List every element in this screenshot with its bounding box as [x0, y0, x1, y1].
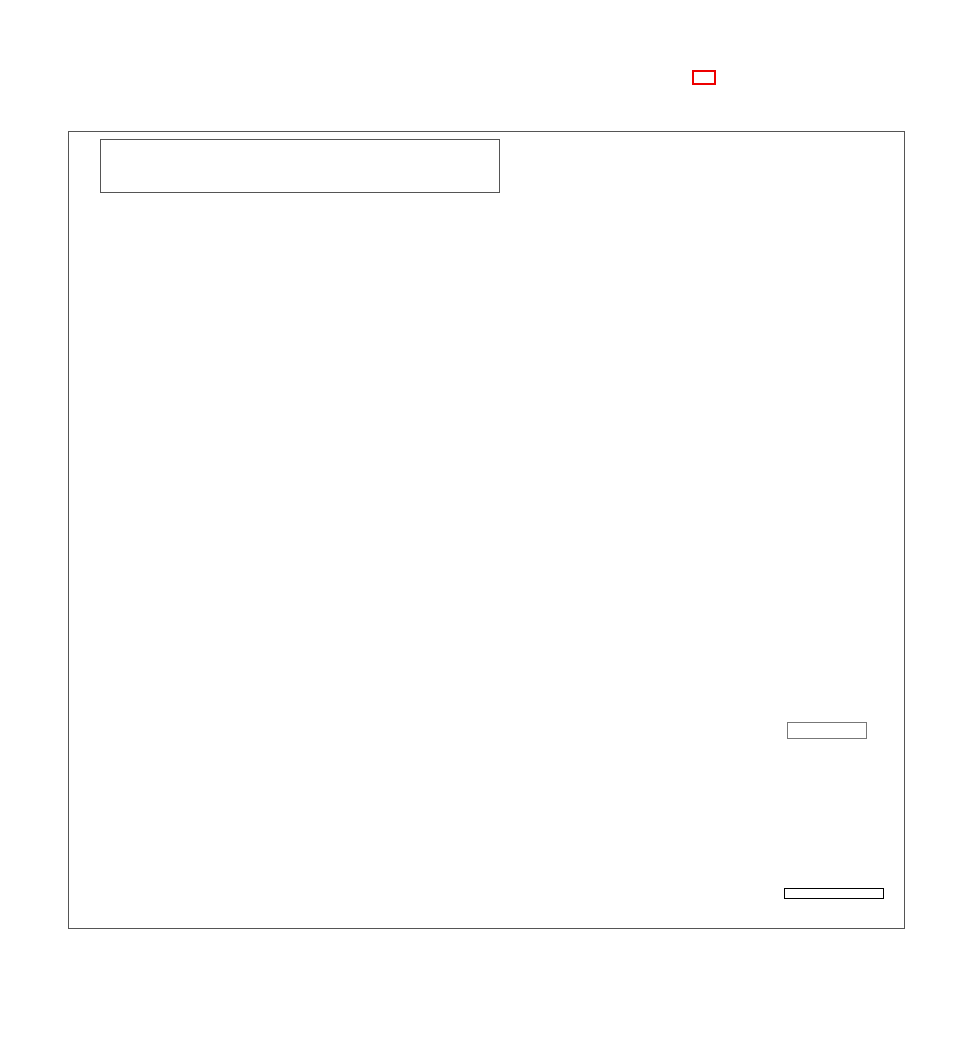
scale-bar-labels [784, 905, 884, 921]
scale-bar-segments [784, 888, 884, 899]
map-plot-area[interactable] [68, 131, 905, 929]
footer [0, 965, 980, 981]
japan-map-svg [69, 132, 904, 928]
status-badge [692, 70, 716, 85]
scale-bar [784, 888, 884, 921]
legend-panel [787, 722, 867, 739]
timestamp-box [100, 139, 500, 193]
